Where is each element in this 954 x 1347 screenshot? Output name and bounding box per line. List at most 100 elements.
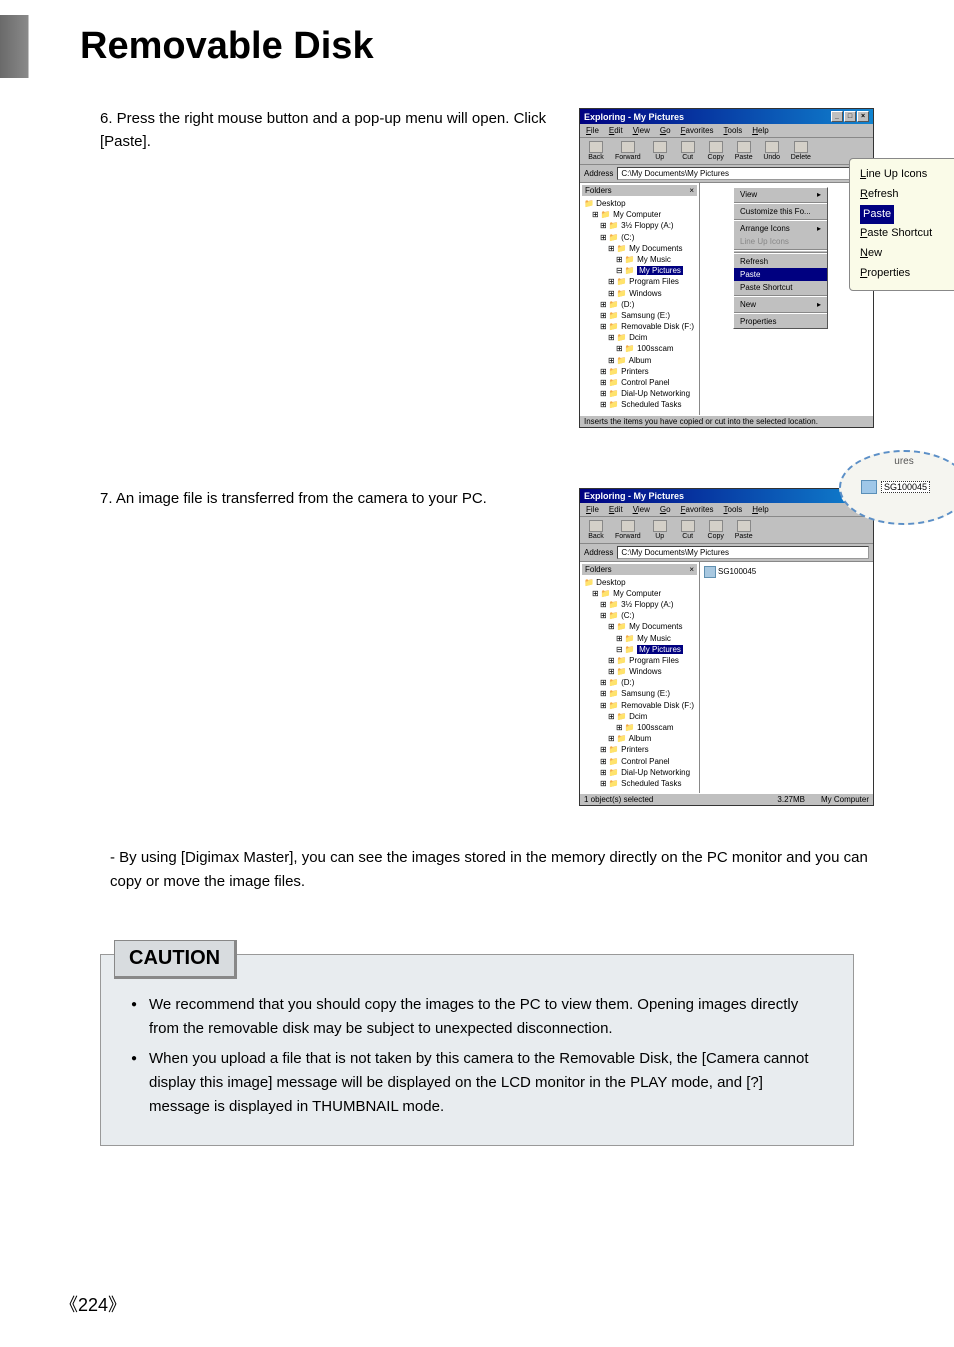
- toolbar-button[interactable]: Back: [584, 519, 608, 541]
- context-menu-item[interactable]: Paste: [734, 268, 827, 281]
- close-button[interactable]: ×: [857, 111, 869, 122]
- image-file-label[interactable]: SG100045: [718, 567, 756, 576]
- tree-item[interactable]: ⊞ 📁 My Music: [584, 254, 695, 265]
- address-label: Address: [584, 169, 613, 178]
- close-pane-icon[interactable]: ×: [689, 186, 694, 195]
- menu-item[interactable]: Favorites: [681, 126, 714, 135]
- tree-item[interactable]: ⊞ 📁 3½ Floppy (A:): [584, 599, 695, 610]
- toolbar-button[interactable]: Forward: [612, 519, 644, 541]
- context-menu-item[interactable]: Properties: [734, 315, 827, 328]
- tree-item[interactable]: ⊞ 📁 Printers: [584, 366, 695, 377]
- caution-header: CAUTION: [114, 940, 237, 979]
- tree-item[interactable]: ⊞ 📁 (D:): [584, 677, 695, 688]
- menu-item[interactable]: Go: [660, 505, 671, 514]
- close-pane-icon[interactable]: ×: [689, 565, 694, 574]
- folder-tree[interactable]: 📁 Desktop⊞ 📁 My Computer⊞ 📁 3½ Floppy (A…: [582, 196, 697, 413]
- tree-item[interactable]: ⊞ 📁 (C:): [584, 232, 695, 243]
- tree-item[interactable]: 📁 Desktop: [584, 198, 695, 209]
- tree-item[interactable]: ⊞ 📁 Windows: [584, 666, 695, 677]
- tree-item[interactable]: ⊞ 📁 (D:): [584, 299, 695, 310]
- tree-item[interactable]: ⊞ 📁 Album: [584, 733, 695, 744]
- tree-item[interactable]: ⊞ 📁 My Documents: [584, 243, 695, 254]
- tree-item[interactable]: ⊞ 📁 Samsung (E:): [584, 310, 695, 321]
- toolbar-button[interactable]: Cut: [676, 519, 700, 541]
- tree-item[interactable]: ⊞ 📁 My Computer: [584, 209, 695, 220]
- menu-item[interactable]: Go: [660, 126, 671, 135]
- toolbar-button[interactable]: Paste: [732, 519, 756, 541]
- menu-item[interactable]: View: [633, 505, 650, 514]
- menu-item[interactable]: File: [586, 505, 599, 514]
- menu-item[interactable]: Edit: [609, 505, 623, 514]
- context-menu-item[interactable]: Arrange Icons▸: [734, 222, 827, 235]
- folder-pane: Folders × 📁 Desktop⊞ 📁 My Computer⊞ 📁 3½…: [580, 562, 700, 794]
- menu-item[interactable]: Edit: [609, 126, 623, 135]
- status-location: My Computer: [815, 795, 869, 804]
- tree-item[interactable]: ⊞ 📁 100sscam: [584, 722, 695, 733]
- minimize-button[interactable]: _: [831, 111, 843, 122]
- step-7-row: 7. An image file is transferred from the…: [80, 488, 874, 807]
- tree-item[interactable]: ⊞ 📁 Dcim: [584, 332, 695, 343]
- menu-item[interactable]: Help: [752, 126, 768, 135]
- tree-item[interactable]: ⊞ 📁 Removable Disk (F:): [584, 321, 695, 332]
- address-bar: Address C:\My Documents\My Pictures: [580, 165, 873, 183]
- tree-item[interactable]: ⊟ 📁 My Pictures: [584, 265, 695, 276]
- tree-item[interactable]: ⊞ 📁 (C:): [584, 610, 695, 621]
- tree-item[interactable]: ⊞ 📁 Samsung (E:): [584, 688, 695, 699]
- tree-item[interactable]: ⊞ 📁 Album: [584, 355, 695, 366]
- tree-item[interactable]: ⊞ 📁 My Music: [584, 633, 695, 644]
- tree-item[interactable]: ⊞ 📁 Program Files: [584, 276, 695, 287]
- context-menu-item[interactable]: Customize this Fo...: [734, 205, 827, 218]
- explorer-window-2: Exploring - My Pictures FileEditViewGoFa…: [579, 488, 874, 807]
- toolbar-button[interactable]: Copy: [704, 140, 728, 162]
- folder-tree[interactable]: 📁 Desktop⊞ 📁 My Computer⊞ 📁 3½ Floppy (A…: [582, 575, 697, 792]
- maximize-button[interactable]: □: [844, 111, 856, 122]
- tree-item[interactable]: 📁 Desktop: [584, 577, 695, 588]
- toolbar-button[interactable]: Cut: [676, 140, 700, 162]
- tree-item[interactable]: ⊞ 📁 Program Files: [584, 655, 695, 666]
- caution-list: We recommend that you should copy the im…: [131, 993, 823, 1119]
- menu-item[interactable]: View: [633, 126, 650, 135]
- tree-item[interactable]: ⊞ 📁 Scheduled Tasks: [584, 778, 695, 789]
- tree-item[interactable]: ⊞ 📁 Control Panel: [584, 377, 695, 388]
- menu-item[interactable]: Tools: [724, 505, 743, 514]
- toolbar-button[interactable]: Paste: [732, 140, 756, 162]
- status-objects: 1 object(s) selected: [584, 795, 767, 804]
- tree-item[interactable]: ⊟ 📁 My Pictures: [584, 644, 695, 655]
- tree-item[interactable]: ⊞ 📁 Windows: [584, 288, 695, 299]
- tree-item[interactable]: ⊞ 📁 100sscam: [584, 343, 695, 354]
- image-file-icon[interactable]: [704, 566, 716, 578]
- tree-item[interactable]: ⊞ 📁 Dial-Up Networking: [584, 388, 695, 399]
- menu-item[interactable]: Favorites: [681, 505, 714, 514]
- menu-item[interactable]: Tools: [724, 126, 743, 135]
- toolbar-button[interactable]: Up: [648, 519, 672, 541]
- menu-bar: File Edit View Go Favorites Tools Help: [580, 124, 873, 138]
- toolbar-button[interactable]: Up: [648, 140, 672, 162]
- tree-item[interactable]: ⊞ 📁 My Documents: [584, 621, 695, 632]
- content-pane[interactable]: SG100045: [700, 562, 873, 794]
- tree-item[interactable]: ⊞ 📁 My Computer: [584, 588, 695, 599]
- callout-item: Paste: [860, 205, 954, 225]
- tree-item[interactable]: ⊞ 📁 Dial-Up Networking: [584, 767, 695, 778]
- toolbar-button[interactable]: Back: [584, 140, 608, 162]
- context-menu-item[interactable]: View▸: [734, 188, 827, 201]
- tree-item[interactable]: ⊞ 📁 Scheduled Tasks: [584, 399, 695, 410]
- toolbar-button[interactable]: Undo: [760, 140, 784, 162]
- toolbar-button[interactable]: Copy: [704, 519, 728, 541]
- context-menu-item[interactable]: Refresh: [734, 255, 827, 268]
- toolbar-button[interactable]: Forward: [612, 140, 644, 162]
- tree-item[interactable]: ⊞ 📁 Removable Disk (F:): [584, 700, 695, 711]
- tree-item[interactable]: ⊞ 📁 Dcim: [584, 711, 695, 722]
- context-menu-item: Line Up Icons: [734, 235, 827, 248]
- context-menu: View▸ Customize this Fo... Arrange Icons▸L…: [733, 187, 828, 329]
- tree-item[interactable]: ⊞ 📁 3½ Floppy (A:): [584, 220, 695, 231]
- context-menu-item[interactable]: Paste Shortcut: [734, 281, 827, 294]
- address-input[interactable]: C:\My Documents\My Pictures: [617, 167, 869, 180]
- toolbar-button[interactable]: Delete: [788, 140, 814, 162]
- menu-item[interactable]: Help: [752, 505, 768, 514]
- menu-item[interactable]: File: [586, 126, 599, 135]
- address-input[interactable]: C:\My Documents\My Pictures: [617, 546, 869, 559]
- tree-item[interactable]: ⊞ 📁 Control Panel: [584, 756, 695, 767]
- tree-item[interactable]: ⊞ 📁 Printers: [584, 744, 695, 755]
- context-menu-item[interactable]: New▸: [734, 298, 827, 311]
- address-bar: Address C:\My Documents\My Pictures: [580, 544, 873, 562]
